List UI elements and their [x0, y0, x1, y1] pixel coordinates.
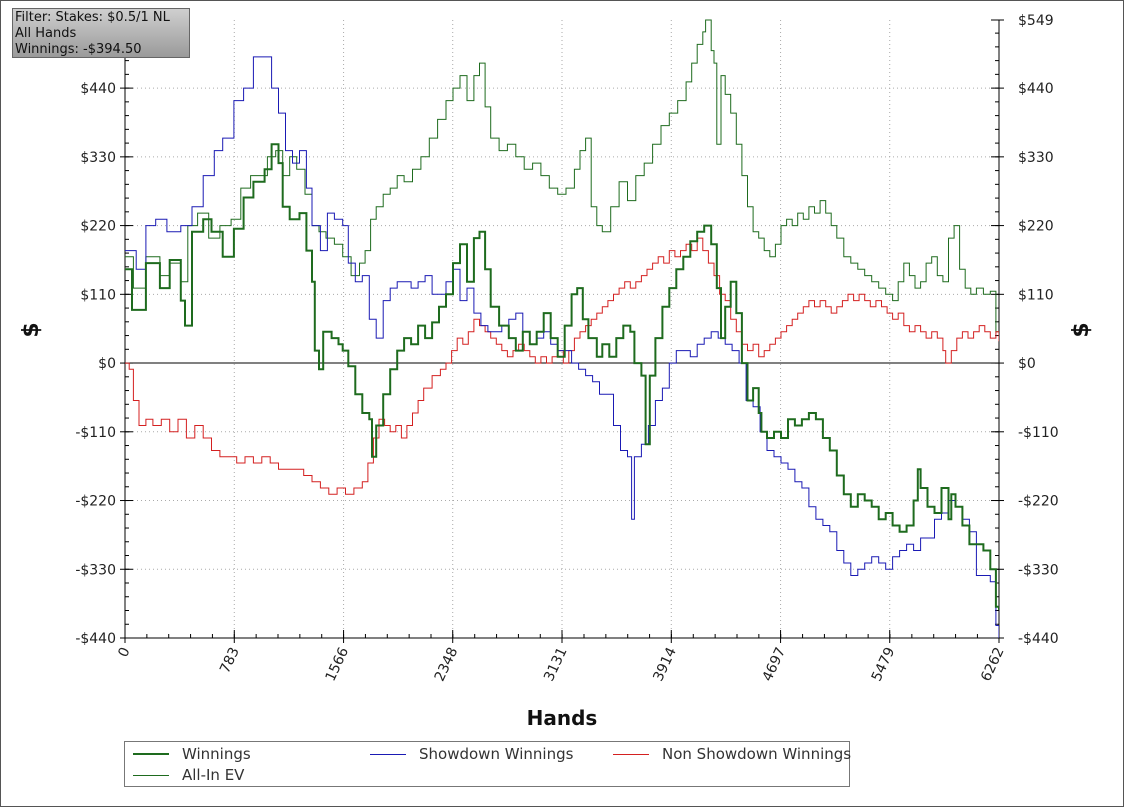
filter-hands-text: All Hands	[15, 26, 77, 41]
y-tick-label-right: $440	[1018, 81, 1054, 97]
legend-item-showdown: Showdown Winnings	[370, 744, 573, 764]
x-tick-label: 0	[115, 645, 133, 660]
series-line-all-in-ev	[125, 19, 999, 339]
y-tick-label-right: $330	[1018, 150, 1054, 166]
axes: $440 $330 $220 $110 $0 -$110 -$220 -$330 -$440 $5…	[75, 13, 1058, 684]
legend-label-non-showdown: Non Showdown Winnings	[662, 745, 852, 763]
x-tick-label: 3914	[650, 645, 680, 684]
x-tick-label: 5479	[869, 645, 899, 684]
legend-label-showdown: Showdown Winnings	[419, 745, 574, 763]
legend-label-all-in-ev: All-In EV	[182, 766, 245, 784]
x-tick-label: 6262	[978, 645, 1008, 684]
y-tick-label-right: $0	[1018, 356, 1036, 372]
legend: Winnings Showdown Winnings Non Showdown …	[124, 741, 851, 787]
y-axis-title-right: $	[1069, 322, 1094, 337]
y-tick-label-right: -$440	[1018, 631, 1059, 647]
y-tick-label-left: $0	[98, 356, 116, 372]
y-tick-label-right: $549	[1018, 13, 1054, 29]
y-tick-label-right: -$220	[1018, 494, 1059, 510]
legend-item-winnings: Winnings	[133, 744, 251, 764]
y-tick-label-right: $220	[1018, 219, 1054, 235]
x-tick-label: 1566	[323, 645, 353, 684]
legend-item-all-in-ev: All-In EV	[133, 765, 244, 785]
x-tick-label: 3131	[541, 645, 571, 684]
series-lines	[125, 19, 999, 638]
x-axis-title: Hands	[527, 706, 598, 730]
y-tick-label-right: -$110	[1018, 425, 1059, 441]
y-axis-title-left: $	[19, 322, 44, 337]
grid	[125, 20, 999, 638]
legend-swatch-all-in-ev	[133, 774, 169, 776]
y-tick-label-left: -$220	[75, 494, 116, 510]
y-tick-label-left: $110	[80, 287, 116, 303]
y-tick-label-left: -$110	[75, 425, 116, 441]
x-tick-label: 4697	[760, 645, 790, 684]
filter-winnings-text: Winnings: -$394.50	[15, 42, 142, 57]
legend-swatch-non-showdown	[613, 753, 649, 755]
legend-swatch-winnings	[133, 753, 169, 755]
filter-info-box: Filter: Stakes: $0.5/1 NL All Hands Winn…	[12, 8, 190, 58]
y-tick-label-right: -$330	[1018, 562, 1059, 578]
y-tick-label-right: $110	[1018, 287, 1054, 303]
filter-stakes-text: Filter: Stakes: $0.5/1 NL	[15, 10, 170, 25]
chart-canvas: $440 $330 $220 $110 $0 -$110 -$220 -$330 -$440 $5…	[19, 13, 1094, 730]
legend-item-non-showdown: Non Showdown Winnings	[613, 744, 851, 764]
y-tick-label-left: $330	[80, 150, 116, 166]
y-tick-label-left: -$440	[75, 631, 116, 647]
series-line-non-showdown	[125, 237, 999, 495]
y-tick-label-left: $440	[80, 81, 116, 97]
y-tick-label-left: $220	[80, 219, 116, 235]
legend-swatch-showdown	[370, 753, 406, 755]
series-line-winnings	[125, 143, 999, 610]
x-tick-label: 2348	[432, 645, 462, 684]
x-tick-label: 783	[217, 645, 243, 676]
series-line-showdown	[125, 56, 999, 638]
y-tick-label-left: -$330	[75, 562, 116, 578]
legend-label-winnings: Winnings	[182, 745, 251, 763]
